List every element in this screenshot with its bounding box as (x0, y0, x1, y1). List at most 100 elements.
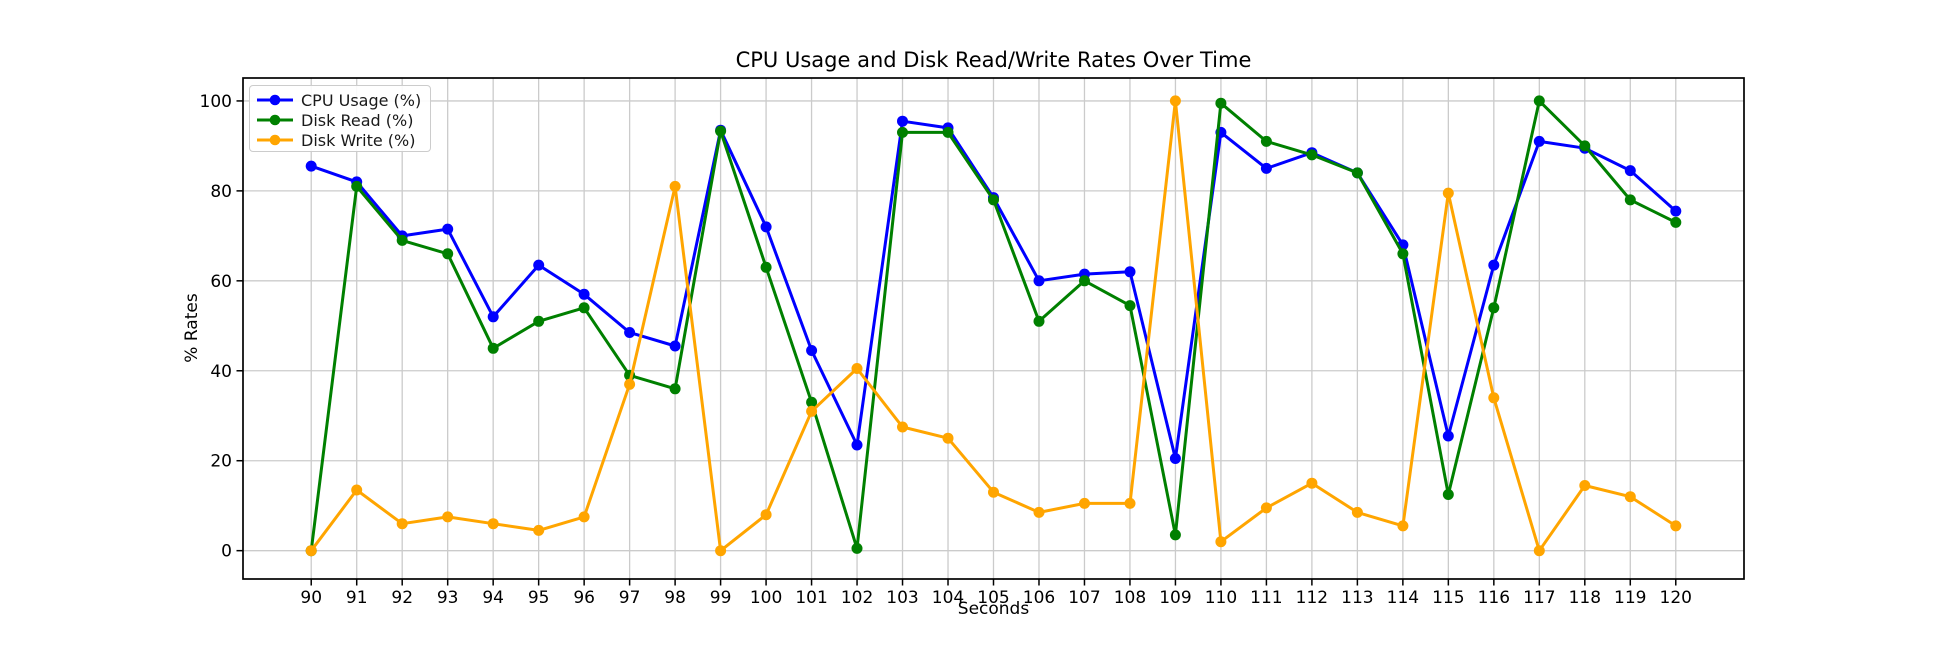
series-disk-read (305, 95, 1682, 557)
y-tick-label: 40 (210, 362, 232, 382)
x-tick-label: 102 (841, 588, 873, 608)
data-point-disk-write (1579, 480, 1591, 491)
data-point-cpu-usage (1169, 453, 1181, 464)
y-tick-label: 100 (200, 92, 232, 112)
data-point-disk-write (1624, 491, 1636, 503)
x-tick-label: 116 (1478, 588, 1510, 608)
data-point-cpu-usage (1124, 266, 1136, 278)
data-point-disk-write (1442, 187, 1454, 199)
data-point-disk-write (487, 518, 499, 530)
data-point-cpu-usage (760, 221, 772, 233)
data-point-disk-write (624, 378, 636, 390)
x-tick-label: 97 (619, 588, 641, 608)
x-axis-label: Seconds (957, 599, 1030, 619)
data-point-cpu-usage (624, 327, 636, 338)
data-point-disk-read (715, 125, 727, 137)
data-point-cpu-usage (305, 160, 317, 172)
y-axis-label: % Rates (182, 293, 202, 363)
x-tick-label: 108 (1114, 588, 1146, 608)
legend-label: CPU Usage (%) (301, 90, 422, 110)
data-point-disk-read (1624, 194, 1636, 206)
data-point-cpu-usage (1624, 165, 1636, 177)
x-tick-label: 92 (391, 588, 413, 608)
data-point-cpu-usage (1488, 259, 1500, 271)
data-point-disk-read (1079, 275, 1090, 287)
data-point-disk-write (806, 405, 818, 417)
data-point-disk-read (1397, 248, 1409, 260)
gridlines (243, 78, 1744, 579)
data-point-cpu-usage (1442, 430, 1454, 442)
data-point-disk-read (1169, 529, 1181, 541)
data-point-disk-read (1351, 167, 1363, 179)
x-tick-label: 117 (1523, 588, 1555, 608)
legend-label: Disk Write (%) (301, 130, 416, 150)
data-point-cpu-usage (442, 223, 454, 235)
x-tick-label: 100 (750, 588, 782, 608)
data-point-cpu-usage (1033, 275, 1045, 287)
series-disk-write (305, 95, 1682, 557)
legend-label: Disk Read (%) (301, 110, 414, 130)
x-tick-label: 99 (710, 588, 732, 608)
data-point-disk-read (1579, 140, 1591, 152)
x-tick-label: 115 (1432, 588, 1464, 608)
y-tick-label: 20 (210, 452, 232, 472)
data-point-disk-write (1533, 545, 1545, 557)
x-tick-label: 90 (300, 588, 322, 608)
data-point-disk-write (578, 511, 590, 523)
data-point-disk-write (442, 511, 454, 523)
data-point-disk-write (715, 545, 727, 557)
data-point-cpu-usage (1670, 205, 1682, 217)
data-point-disk-read (1488, 302, 1500, 314)
legend-swatch-icon (257, 114, 293, 126)
data-point-disk-write (851, 363, 863, 374)
data-point-disk-read (988, 194, 999, 206)
data-point-disk-write (1215, 536, 1227, 548)
data-point-disk-write (533, 524, 545, 536)
data-point-disk-read (806, 396, 818, 408)
y-tick-label: 0 (221, 542, 232, 562)
data-point-disk-write (988, 486, 999, 498)
data-point-disk-read (1306, 149, 1318, 161)
data-point-disk-write (1306, 477, 1318, 489)
data-point-disk-read (1533, 95, 1545, 107)
x-tick-label: 94 (482, 588, 504, 608)
data-point-disk-write (669, 180, 681, 192)
x-tick-label: 98 (664, 588, 686, 608)
data-point-disk-write (396, 518, 408, 530)
data-point-cpu-usage (578, 288, 590, 300)
tick-marks (236, 100, 1677, 586)
data-point-cpu-usage (806, 345, 818, 356)
x-tick-label: 109 (1159, 588, 1191, 608)
data-point-disk-write (1169, 95, 1181, 107)
data-point-disk-read (897, 126, 908, 138)
x-tick-label: 93 (437, 588, 459, 608)
x-tick-label: 106 (1023, 588, 1055, 608)
x-tick-label: 91 (346, 588, 368, 608)
data-point-disk-write (942, 432, 954, 444)
x-tick-label: 112 (1296, 588, 1328, 608)
x-tick-label: 119 (1614, 588, 1646, 608)
x-tick-label: 110 (1205, 588, 1237, 608)
data-point-disk-read (760, 261, 772, 273)
data-point-disk-read (1670, 216, 1682, 228)
data-point-disk-write (351, 484, 363, 496)
y-tick-label: 60 (210, 272, 232, 292)
legend-item-disk-read: Disk Read (%) (257, 110, 421, 130)
x-tick-label: 114 (1387, 588, 1419, 608)
data-point-disk-write (1397, 520, 1409, 532)
x-tick-label: 107 (1068, 588, 1100, 608)
data-point-disk-write (1351, 506, 1363, 518)
data-point-disk-write (1260, 502, 1272, 514)
data-point-disk-read (1215, 97, 1227, 109)
data-point-disk-read (578, 302, 590, 314)
x-tick-label: 95 (528, 588, 550, 608)
x-tick-label: 96 (573, 588, 595, 608)
data-point-disk-read (1442, 489, 1454, 500)
data-point-cpu-usage (669, 340, 681, 352)
chart-title: CPU Usage and Disk Read/Write Rates Over… (735, 48, 1252, 72)
data-point-disk-read (396, 234, 408, 246)
data-point-cpu-usage (1260, 162, 1272, 174)
data-point-disk-read (1124, 300, 1136, 312)
data-point-disk-read (487, 342, 499, 354)
